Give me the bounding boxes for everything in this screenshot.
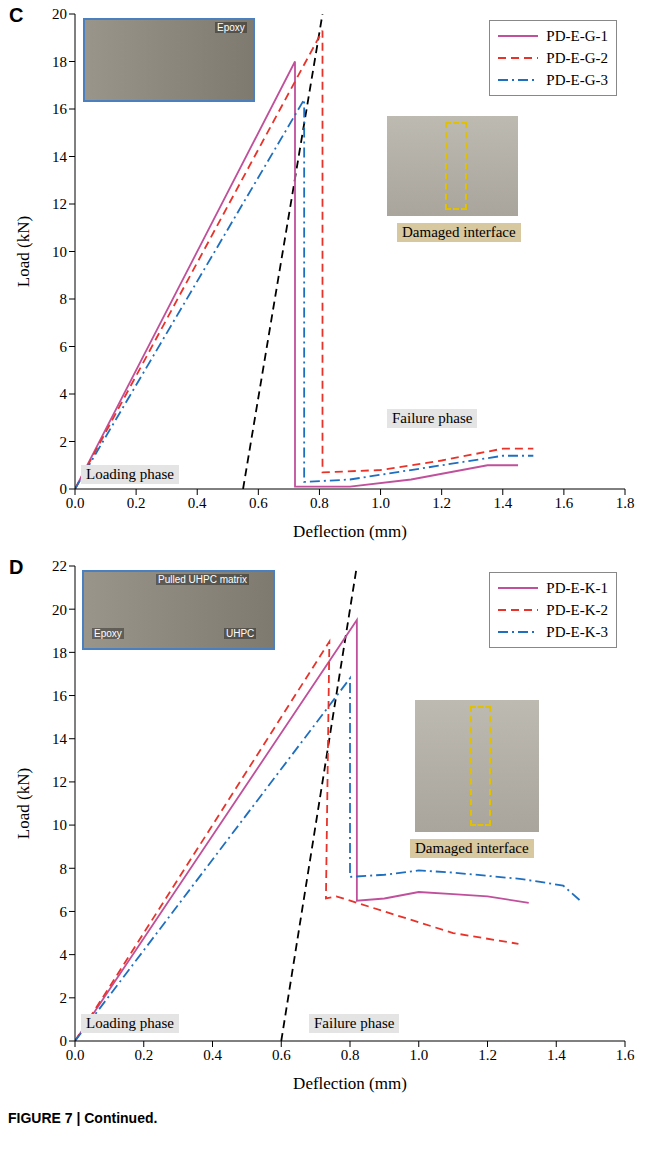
html-text:FIGURE 7 | Continued.: FIGURE 7 | Continued.: [8, 1110, 158, 1126]
svg-text:1.0: 1.0: [371, 495, 390, 511]
html-text:Loading phase: Loading phase: [86, 1015, 174, 1031]
svg-text:14: 14: [52, 731, 68, 747]
svg-text:0.4: 0.4: [188, 495, 207, 511]
svg-text:8: 8: [60, 861, 68, 877]
svg-text:0.0: 0.0: [66, 1047, 85, 1063]
html-text:PD-E-G-2: PD-E-G-2: [546, 49, 608, 66]
svg-text:0.6: 0.6: [249, 495, 268, 511]
svg-text:Deflection (mm): Deflection (mm): [293, 1074, 407, 1093]
html-text:Epoxy: Epoxy: [94, 628, 122, 639]
svg-text:4: 4: [60, 386, 68, 402]
html-text:C: C: [9, 4, 24, 26]
svg-text:16: 16: [52, 101, 68, 117]
svg-text:0.8: 0.8: [341, 1047, 360, 1063]
svg-text:1.2: 1.2: [432, 495, 451, 511]
svg-text:10: 10: [52, 244, 67, 260]
svg-text:Load (kN): Load (kN): [14, 216, 33, 287]
svg-text:1.6: 1.6: [555, 495, 574, 511]
html-text:PD-E-K-3: PD-E-K-3: [546, 623, 608, 640]
html-text:PD-E-K-1: PD-E-K-1: [546, 579, 608, 596]
svg-text:0.4: 0.4: [203, 1047, 222, 1063]
svg-text:22: 22: [52, 558, 67, 574]
svg-text:Deflection (mm): Deflection (mm): [293, 522, 407, 541]
svg-text:14: 14: [52, 149, 68, 165]
svg-text:0: 0: [60, 481, 68, 497]
svg-text:20: 20: [52, 6, 67, 22]
svg-text:0.6: 0.6: [272, 1047, 291, 1063]
html-text:PD-E-G-3: PD-E-G-3: [546, 71, 608, 88]
svg-text:2: 2: [60, 434, 68, 450]
html-text:Damaged interface: Damaged interface: [415, 840, 529, 856]
html-text:Failure phase: Failure phase: [314, 1015, 395, 1031]
svg-text:6: 6: [60, 339, 68, 355]
svg-text:20: 20: [52, 602, 67, 618]
svg-text:4: 4: [60, 947, 68, 963]
svg-text:1.4: 1.4: [493, 495, 512, 511]
svg-text:1.8: 1.8: [616, 495, 635, 511]
svg-text:6: 6: [60, 904, 68, 920]
html-text:Damaged interface: Damaged interface: [402, 224, 516, 240]
svg-text:18: 18: [52, 645, 67, 661]
svg-text:0.8: 0.8: [310, 495, 329, 511]
svg-text:16: 16: [52, 688, 68, 704]
svg-text:12: 12: [52, 196, 67, 212]
svg-text:Load (kN): Load (kN): [14, 768, 33, 839]
svg-text:0.2: 0.2: [127, 495, 146, 511]
svg-text:2: 2: [60, 990, 68, 1006]
svg-text:0.0: 0.0: [66, 495, 85, 511]
svg-text:1.6: 1.6: [616, 1047, 635, 1063]
svg-text:0: 0: [60, 1033, 68, 1049]
svg-text:18: 18: [52, 54, 67, 70]
html-text:Failure phase: Failure phase: [392, 410, 473, 426]
svg-text:1.0: 1.0: [409, 1047, 428, 1063]
html-text:UHPC: UHPC: [226, 628, 255, 639]
html-text:Epoxy: Epoxy: [217, 22, 245, 33]
svg-text:10: 10: [52, 817, 67, 833]
svg-text:0.2: 0.2: [134, 1047, 153, 1063]
svg-text:1.4: 1.4: [547, 1047, 566, 1063]
html-text:Loading phase: Loading phase: [86, 466, 174, 482]
svg-text:1.2: 1.2: [478, 1047, 497, 1063]
html-text:D: D: [9, 556, 24, 578]
svg-text:12: 12: [52, 774, 67, 790]
svg-text:8: 8: [60, 291, 68, 307]
html-text:Pulled UHPC matrix: Pulled UHPC matrix: [158, 574, 247, 585]
html-text:PD-E-K-2: PD-E-K-2: [546, 601, 608, 618]
html-text:PD-E-G-1: PD-E-G-1: [546, 27, 608, 44]
